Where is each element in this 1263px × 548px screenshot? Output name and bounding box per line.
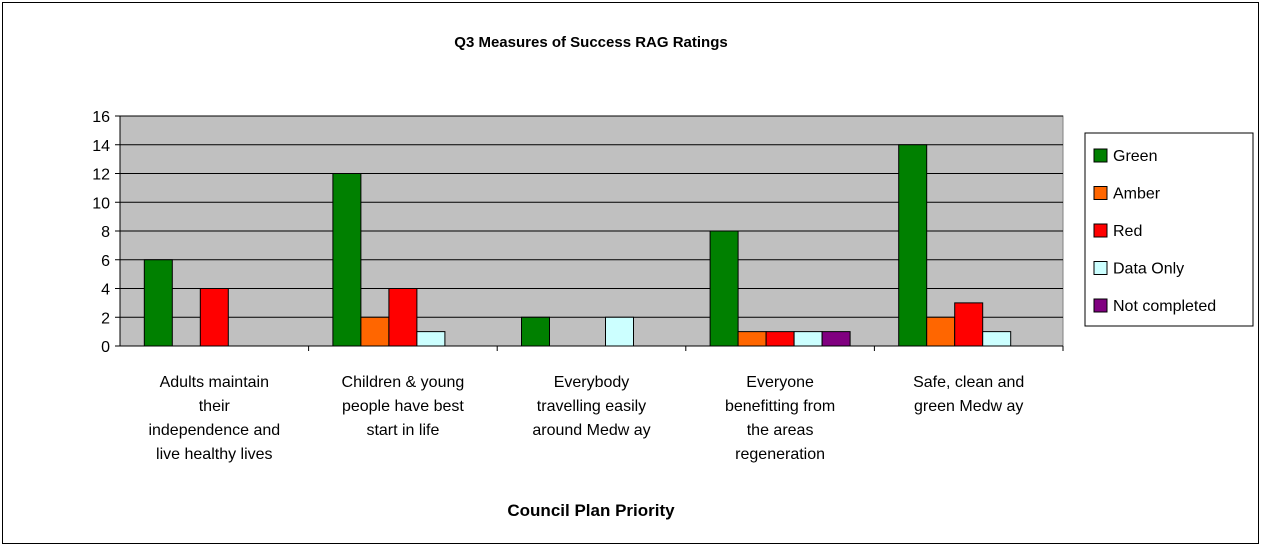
category-label: Everybody <box>554 374 630 391</box>
bar-data-only <box>793 331 823 347</box>
bar-data-only <box>416 331 446 347</box>
chart-title: Q3 Measures of Success RAG Ratings <box>454 34 727 51</box>
bar-not-completed <box>821 331 851 347</box>
y-axis-title: Number of Measures <box>35 177 54 345</box>
bar-green <box>898 144 928 347</box>
category-label: green Medw ay <box>914 398 1023 415</box>
legend-label: Data Only <box>1113 261 1184 278</box>
y-tick-label: 4 <box>101 282 110 299</box>
legend-swatch-data-only <box>1093 261 1108 275</box>
bar-red <box>388 288 418 347</box>
legend-label: Green <box>1113 148 1157 165</box>
y-tick-label: 12 <box>92 167 110 184</box>
legend-label: Red <box>1113 223 1142 240</box>
category-label: people have best <box>342 398 464 415</box>
bar-red <box>199 288 229 347</box>
bar-green <box>332 173 362 347</box>
category-label: independence and <box>148 422 280 439</box>
y-tick-label: 8 <box>101 224 110 241</box>
category-label: Adults maintain <box>160 374 269 391</box>
category-label: the areas <box>747 422 814 439</box>
legend-swatch-green <box>1093 148 1108 163</box>
category-label: travelling easily <box>537 398 646 415</box>
y-tick-label: 14 <box>92 138 110 155</box>
y-tick-label: 0 <box>101 339 110 356</box>
legend-box <box>1084 132 1254 327</box>
category-label: benefitting from <box>725 398 835 415</box>
legend-label: Amber <box>1113 186 1161 203</box>
bar-data-only <box>982 331 1012 347</box>
bar-data-only <box>605 316 634 347</box>
bar-red <box>954 302 984 347</box>
x-axis-title: Council Plan Priority <box>507 501 675 520</box>
bar-amber <box>737 331 767 347</box>
category-label: around Medw ay <box>532 422 650 439</box>
bar-amber <box>926 316 956 347</box>
legend-label: Not completed <box>1113 298 1216 315</box>
legend-swatch-red <box>1093 223 1108 238</box>
y-tick-label: 2 <box>101 310 110 327</box>
category-label: their <box>199 398 231 415</box>
y-tick-label: 16 <box>92 109 110 126</box>
category-label: Safe, clean and <box>913 374 1024 391</box>
bar-red <box>765 331 795 347</box>
bar-amber <box>360 316 390 347</box>
y-tick-label: 10 <box>92 195 110 212</box>
category-label: start in life <box>366 422 439 439</box>
y-tick-label: 6 <box>101 253 110 270</box>
bar-green <box>143 259 173 347</box>
category-label: live healthy lives <box>156 446 273 463</box>
legend-swatch-amber <box>1093 186 1108 200</box>
category-label: Children & young <box>342 374 465 391</box>
bar-green <box>521 316 550 347</box>
bar-green <box>709 230 739 347</box>
legend-swatch-not-completed <box>1093 298 1108 313</box>
category-label: regeneration <box>735 446 825 463</box>
category-label: Everyone <box>746 374 814 391</box>
